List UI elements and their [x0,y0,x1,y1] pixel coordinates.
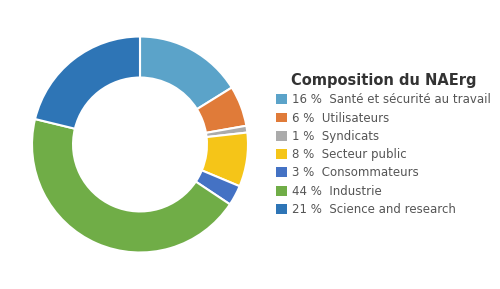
Wedge shape [202,133,248,186]
Wedge shape [140,36,232,109]
Wedge shape [32,119,230,253]
Wedge shape [196,171,240,204]
Legend: 16 %  Santé et sécurité au travail, 6 %  Utilisateurs, 1 %  Syndicats, 8 %  Sect: 16 % Santé et sécurité au travail, 6 % U… [276,73,492,216]
Wedge shape [35,36,140,129]
Wedge shape [206,126,248,137]
Wedge shape [197,88,246,133]
